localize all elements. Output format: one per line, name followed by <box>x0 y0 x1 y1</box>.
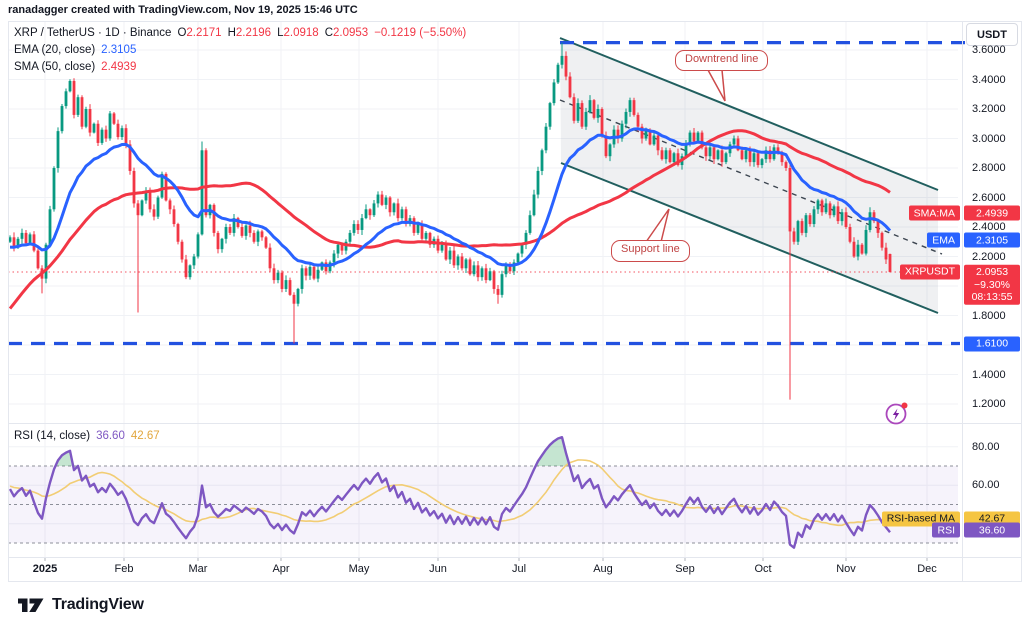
price-tick-label: 3.6000 <box>972 44 1006 56</box>
downtrend-line-callout[interactable]: Downtrend line <box>675 50 769 71</box>
time-axis-label: Jul <box>511 563 527 575</box>
chart-legend: XRP / TetherUS · 1D · Binance O2.2171 H2… <box>14 25 466 76</box>
axis-separator <box>962 21 963 581</box>
ema-axis-value: 2.3105 <box>964 232 1020 248</box>
ema-legend-row[interactable]: EMA (20, close) 2.3105 <box>14 42 466 58</box>
support-line-callout[interactable]: Support line <box>611 240 690 262</box>
sma-label: SMA (50, close) <box>14 61 96 73</box>
ema-value: 2.3105 <box>101 44 137 56</box>
symbol-title: XRP / TetherUS · 1D · Binance <box>14 27 172 39</box>
sma-axis-tag: SMA:MA <box>908 205 960 221</box>
time-axis-label: Jun <box>429 563 447 575</box>
rsi-tick-label: 60.00 <box>972 479 1000 492</box>
symbol-legend-row[interactable]: XRP / TetherUS · 1D · Binance O2.2171 H2… <box>14 25 466 41</box>
rsi-axis-value: 36.60 <box>964 522 1020 538</box>
close-label: C2.0953 <box>324 27 369 39</box>
rsi-ma-axis-value: 42.67 <box>964 511 1020 527</box>
rsi-label: RSI (14, close) <box>14 430 91 442</box>
price-tick-label: 2.6000 <box>972 191 1006 204</box>
price-tick-label: 2.8000 <box>972 162 1006 174</box>
sma-value: 2.4939 <box>101 61 137 73</box>
time-axis-label: Sep <box>675 563 695 575</box>
time-axis-label: Aug <box>593 563 613 575</box>
rsi-axis-tag: RSI <box>932 522 960 538</box>
bar-countdown: 08:13:55 <box>971 291 1013 304</box>
time-axis-label: 2025 <box>32 563 58 575</box>
price-tick-label: 1.2000 <box>972 398 1006 410</box>
symbol-axis-value: 2.0953 −9.30% 08:13:55 <box>964 264 1020 306</box>
last-price: 2.0953 <box>975 266 1009 279</box>
rsi-ma-value: 42.67 <box>130 430 160 442</box>
price-tick-label: 3.0000 <box>972 132 1006 145</box>
time-axis-label: Nov <box>836 563 856 575</box>
sma-legend-row[interactable]: SMA (50, close) 2.4939 <box>14 59 466 75</box>
widget-border-right <box>1021 21 1022 581</box>
time-axis-label: Oct <box>754 563 772 575</box>
ema-axis-tag: EMA <box>927 232 960 248</box>
timeaxis-top-border <box>8 557 1022 558</box>
attribution-text: ranadagger created with TradingView.com,… <box>8 4 358 16</box>
timeaxis-bottom-border <box>8 581 1022 582</box>
widget-border-left <box>8 21 9 581</box>
level-axis-value: 1.6100 <box>964 336 1020 352</box>
rsi-legend[interactable]: RSI (14, close) 36.60 42.67 <box>14 428 160 445</box>
sparks-icon[interactable] <box>883 400 910 427</box>
symbol-axis-tag: XRPUSDT <box>899 264 960 280</box>
last-change: −9.30% <box>974 278 1010 291</box>
rsi-value: 36.60 <box>96 430 125 442</box>
price-tick-label: 2.2000 <box>972 250 1006 263</box>
price-tick-label: 3.4000 <box>972 73 1006 86</box>
price-tick-label: 1.4000 <box>972 368 1006 381</box>
high-label: H2.2196 <box>227 27 272 39</box>
rsi-tick-label: 80.00 <box>972 440 1000 453</box>
change-label: −0.1219 (−5.50%) <box>374 27 467 39</box>
tradingview-logo-mark <box>18 598 44 612</box>
ema-label: EMA (20, close) <box>14 44 96 56</box>
time-axis-label: Mar <box>188 563 208 575</box>
tradingview-logo[interactable]: TradingView <box>18 596 144 614</box>
time-axis-label: May <box>348 563 370 575</box>
price-tick-label: 2.4000 <box>972 221 1006 233</box>
price-tick-label: 1.8000 <box>972 309 1006 322</box>
time-axis-label: Apr <box>272 563 290 575</box>
sma-axis-value: 2.4939 <box>964 205 1020 221</box>
price-tick-label: 3.2000 <box>972 103 1006 115</box>
low-label: L2.0918 <box>277 27 319 39</box>
currency-toggle-button[interactable]: USDT <box>966 23 1018 46</box>
time-axis-label: Feb <box>114 563 134 575</box>
rsi-ma-axis-tag: RSI-based MA <box>881 511 960 527</box>
time-axis-label: Dec <box>917 563 937 575</box>
tradingview-logo-text: TradingView <box>52 596 144 613</box>
open-label: O2.2171 <box>177 27 222 39</box>
panel-divider <box>8 423 1022 424</box>
widget-border-top <box>8 21 1022 22</box>
